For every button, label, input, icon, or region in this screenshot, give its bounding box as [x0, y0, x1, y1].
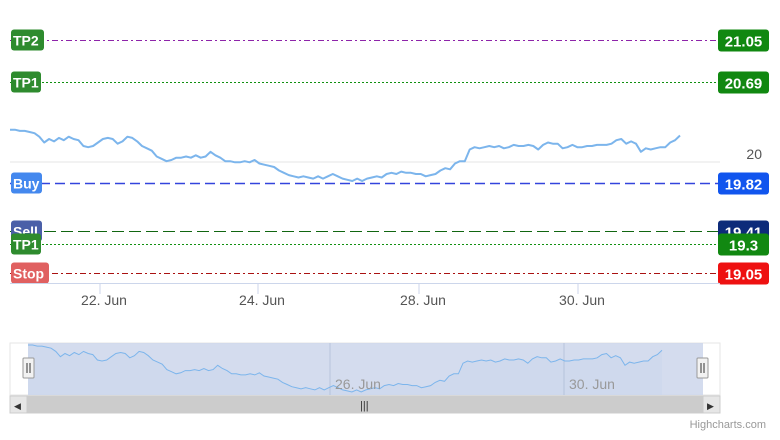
plot-line-label: TP1	[13, 237, 39, 253]
plot-line-label: Stop	[13, 266, 44, 282]
plot-line-label-badge	[11, 29, 44, 51]
y-axis: 20	[746, 146, 762, 162]
x-axis: 22. Jun 24. Jun 28. Jun 30. Jun	[10, 283, 720, 308]
plot-line-value: 20.69	[725, 76, 763, 93]
scrollbar-left-arrow-icon: ◀	[14, 401, 21, 411]
plot-line-label-badge	[11, 172, 42, 194]
navigator-series-line	[28, 344, 663, 393]
plot-line-label: Buy	[13, 176, 40, 192]
plot-line-value-badge	[718, 172, 769, 195]
x-tick-label: 28. Jun	[400, 292, 446, 308]
x-tick-label: 22. Jun	[81, 292, 127, 308]
plot-line-value: 19.3	[729, 238, 758, 255]
scrollbar-left-button[interactable]	[9, 395, 28, 414]
plot-lines	[10, 40, 718, 274]
x-tick-label: 24. Jun	[239, 292, 285, 308]
navigator-tick-label: 26. Jun	[335, 376, 381, 392]
plot-line-value-badge	[718, 71, 769, 94]
scrollbar-right-arrow-icon: ▶	[707, 401, 714, 411]
navigator-tick-label: 30. Jun	[569, 376, 615, 392]
scrollbar-grip-icon: |||	[360, 400, 369, 412]
plot-line-value-badge	[718, 233, 769, 256]
plot-line-label-badge	[11, 233, 41, 255]
plot-line-value: 19.82	[725, 177, 763, 194]
navigator-series-area	[28, 345, 662, 395]
plot-line-label-badge	[11, 262, 49, 284]
navigator-left-handle[interactable]	[22, 357, 35, 379]
plot-line-label: TP1	[13, 75, 39, 91]
plot-line-value: 21.05	[725, 34, 763, 51]
plot-line-label-badge	[11, 71, 41, 93]
plot-line-label: TP2	[13, 33, 39, 49]
navigator[interactable]: 26. Jun 30. Jun	[9, 342, 721, 396]
scrollbar[interactable]: ◀ ||| ▶	[9, 395, 721, 414]
plot-line-value-badge	[718, 29, 769, 52]
scrollbar-right-button[interactable]	[702, 395, 721, 414]
navigator-right-handle[interactable]	[696, 357, 709, 379]
credits-link[interactable]: Highcharts.com	[690, 419, 766, 431]
plot-line-value: 19.05	[725, 267, 763, 284]
y-tick-label: 20	[746, 146, 762, 162]
series-layer	[10, 128, 681, 182]
plot-line-value-badge	[718, 262, 769, 285]
price-series-line	[10, 128, 681, 182]
x-tick-label: 30. Jun	[559, 292, 605, 308]
